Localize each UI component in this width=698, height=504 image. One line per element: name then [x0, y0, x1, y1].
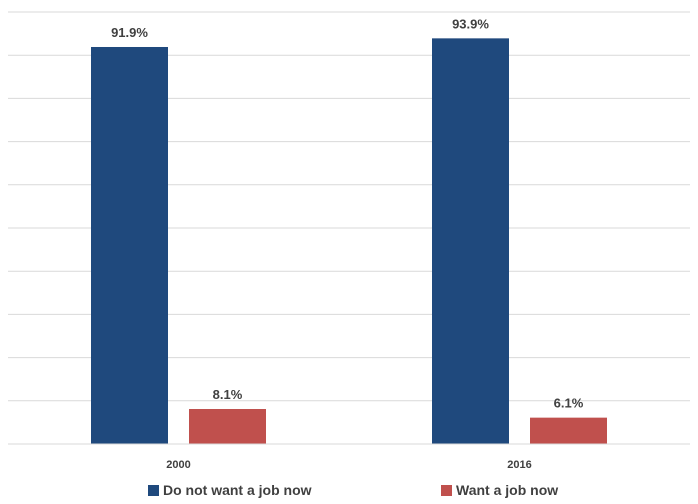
bar-2016-series-1 [530, 417, 607, 444]
legend-swatch-do-not-want [148, 484, 159, 496]
bar-2000-series-0 [91, 46, 168, 444]
legend-swatch-want [441, 484, 452, 496]
data-labels: 91.9% 8.1% 93.9% 6.1% [111, 16, 584, 410]
data-label-2000-series-0: 91.9% [111, 25, 148, 40]
legend-label-do-not-want: Do not want a job now [163, 482, 312, 498]
x-tick-labels: 2000 2016 [166, 459, 531, 471]
x-tick-label-2000: 2000 [166, 459, 190, 471]
legend-item-do-not-want: Do not want a job now [148, 482, 312, 498]
data-label-2000-series-1: 8.1% [213, 387, 243, 402]
legend-item-want: Want a job now [441, 482, 558, 498]
bar-2016-series-0 [432, 38, 509, 445]
bar-2000-series-1 [189, 409, 266, 444]
legend-label-want: Want a job now [456, 482, 559, 498]
data-label-2016-series-1: 6.1% [554, 396, 584, 411]
data-label-2016-series-0: 93.9% [452, 16, 489, 31]
x-tick-label-2016: 2016 [507, 459, 531, 471]
legend: Do not want a job now Want a job now [0, 478, 698, 502]
bars [91, 38, 607, 445]
